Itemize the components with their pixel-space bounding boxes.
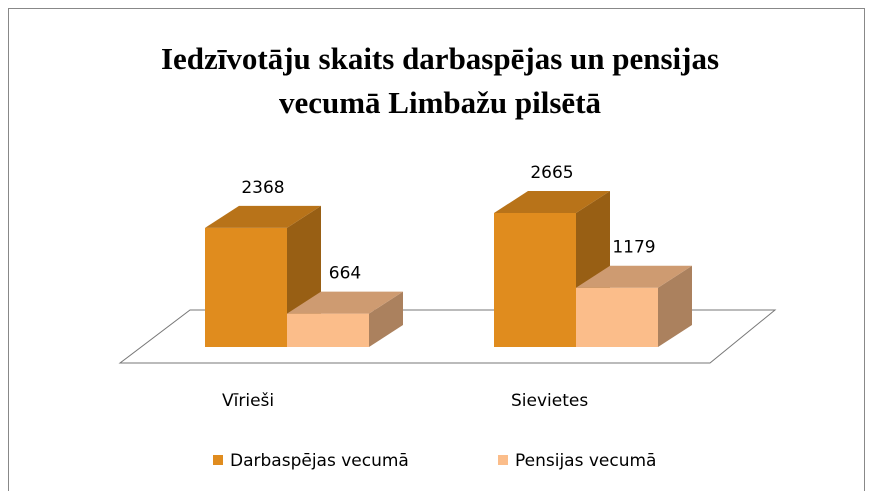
bar [205, 227, 287, 347]
data-label: 1179 [612, 238, 655, 258]
bar [287, 313, 369, 347]
data-label: 664 [329, 264, 361, 284]
category-label: Sievietes [511, 391, 588, 411]
bar [494, 213, 576, 347]
bar-side [658, 265, 692, 347]
legend-swatch [498, 455, 508, 465]
chart-title: Iedzīvotāju skaits darbaspējas un pensij… [161, 41, 719, 76]
bar-top [205, 205, 321, 228]
category-label: Vīrieši [222, 391, 274, 411]
legend-swatch [213, 455, 223, 465]
bar-side [369, 291, 403, 347]
chart-frame [8, 8, 865, 491]
data-label: 2368 [241, 178, 284, 198]
bar-top [287, 291, 403, 314]
legend-label: Pensijas vecumā [515, 451, 656, 471]
bar-top [576, 265, 692, 288]
legend-label: Darbaspējas vecumā [230, 451, 409, 471]
data-label: 2665 [530, 163, 573, 183]
bar [576, 287, 658, 347]
chart-title-line2: vecumā Limbažu pilsētā [279, 85, 602, 120]
bar-top [494, 191, 610, 213]
